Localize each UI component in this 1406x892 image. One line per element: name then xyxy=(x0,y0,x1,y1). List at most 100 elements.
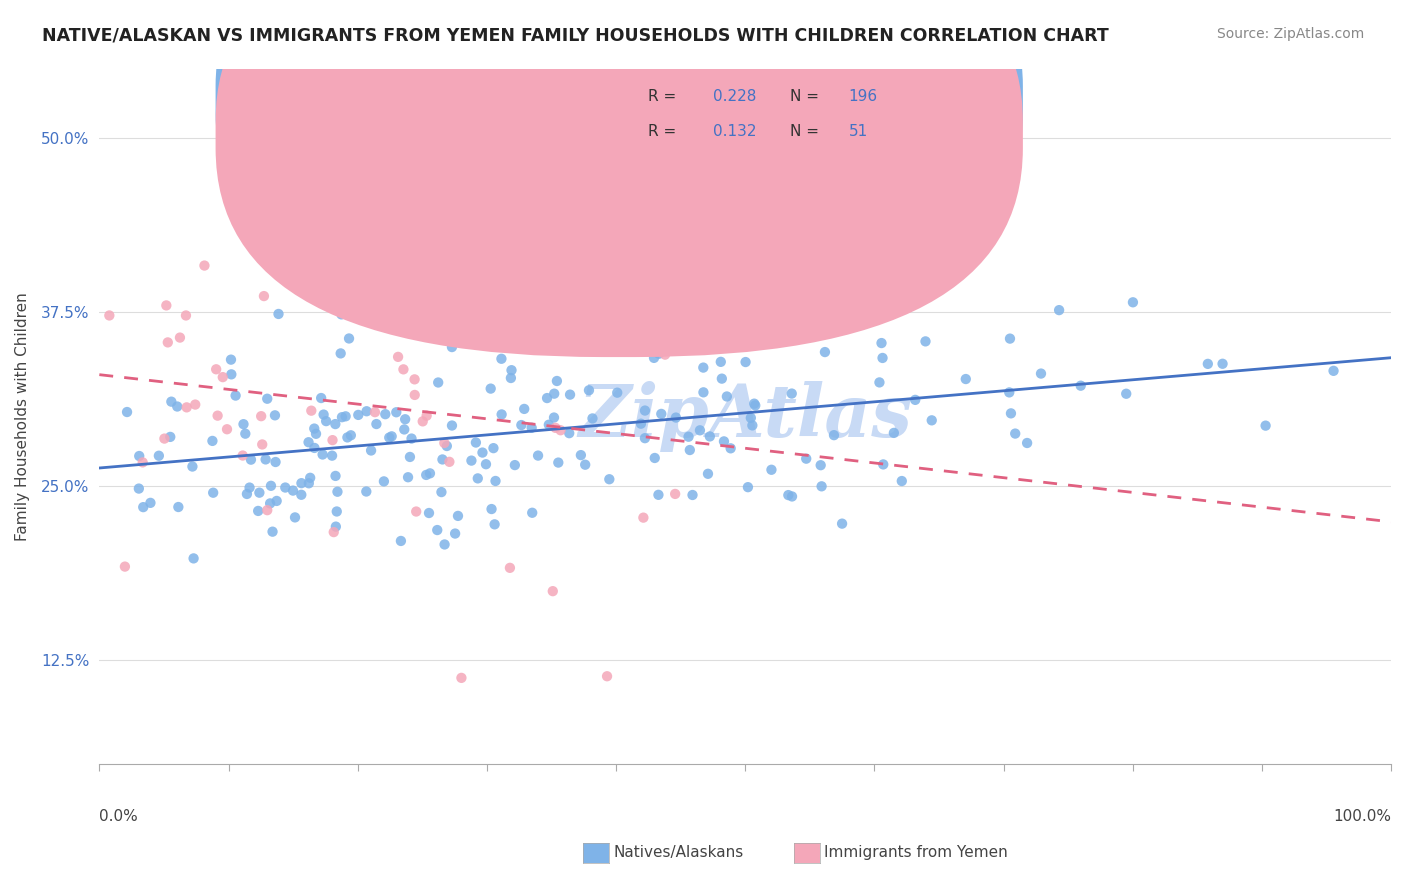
Point xyxy=(239,452,262,467)
Point xyxy=(221,368,243,382)
Point xyxy=(713,434,735,449)
Point xyxy=(253,289,276,303)
Point xyxy=(794,451,817,466)
Point xyxy=(648,347,671,361)
Point xyxy=(1122,295,1144,310)
Point xyxy=(148,449,170,463)
Point xyxy=(412,414,434,428)
Text: 0.132: 0.132 xyxy=(713,124,756,138)
Point xyxy=(309,391,332,405)
Point xyxy=(692,385,714,400)
Y-axis label: Family Households with Children: Family Households with Children xyxy=(15,292,30,541)
Point xyxy=(596,669,619,683)
Point xyxy=(266,494,288,508)
Point xyxy=(378,431,401,445)
Point xyxy=(537,417,560,432)
Point xyxy=(181,459,204,474)
Point xyxy=(260,479,283,493)
Point xyxy=(322,525,344,540)
Point xyxy=(176,401,198,415)
Point xyxy=(219,352,242,367)
Point xyxy=(491,351,513,366)
Point xyxy=(460,453,482,467)
Point xyxy=(404,388,426,402)
Point xyxy=(630,296,652,310)
Point xyxy=(256,503,278,517)
Point xyxy=(440,340,463,354)
Point xyxy=(159,430,181,444)
Point xyxy=(914,334,936,349)
Point xyxy=(541,584,564,599)
Point xyxy=(503,458,526,472)
Text: 100.0%: 100.0% xyxy=(1333,809,1391,824)
Point xyxy=(870,336,893,351)
Point xyxy=(484,474,506,488)
Point xyxy=(742,397,765,411)
Point xyxy=(128,482,150,496)
Point xyxy=(404,372,426,386)
Point xyxy=(201,434,224,448)
Point xyxy=(427,376,450,390)
Point xyxy=(699,429,721,443)
Point xyxy=(598,472,620,486)
Point xyxy=(734,355,756,369)
Point xyxy=(330,307,353,321)
Point xyxy=(183,551,205,566)
Point xyxy=(321,433,343,447)
Point xyxy=(225,388,247,402)
Point xyxy=(264,455,287,469)
Point xyxy=(419,467,441,481)
Point xyxy=(238,481,260,495)
Point xyxy=(205,362,228,376)
Point xyxy=(471,321,494,335)
Point xyxy=(527,449,550,463)
Point xyxy=(232,417,254,432)
Point xyxy=(475,457,498,471)
Point xyxy=(315,414,337,428)
Point xyxy=(250,409,273,424)
Point xyxy=(710,355,733,369)
Point xyxy=(254,452,277,467)
Point xyxy=(184,398,207,412)
Point xyxy=(415,467,437,482)
Text: 0.228: 0.228 xyxy=(713,89,756,103)
Point xyxy=(439,307,461,321)
Point xyxy=(366,417,388,431)
Point xyxy=(236,487,259,501)
Point xyxy=(207,409,229,423)
Point xyxy=(325,469,347,483)
Point xyxy=(872,458,894,472)
Point xyxy=(692,360,714,375)
Point xyxy=(432,452,454,467)
Point xyxy=(678,430,700,444)
FancyBboxPatch shape xyxy=(215,0,1024,322)
Point xyxy=(484,517,506,532)
Point xyxy=(890,474,912,488)
Point xyxy=(823,428,845,442)
Point xyxy=(499,561,522,575)
Point xyxy=(778,488,800,502)
Point xyxy=(340,428,363,442)
Point xyxy=(156,335,179,350)
Point xyxy=(394,422,416,436)
Point xyxy=(433,436,456,450)
Point xyxy=(522,506,544,520)
Point xyxy=(166,400,188,414)
Point xyxy=(444,526,467,541)
Point xyxy=(139,496,162,510)
Point xyxy=(697,467,720,481)
Point xyxy=(810,479,832,493)
Point xyxy=(312,408,335,422)
Point xyxy=(911,253,934,268)
Point xyxy=(360,443,382,458)
Point xyxy=(284,510,307,524)
Point xyxy=(304,441,326,455)
Point xyxy=(304,421,326,435)
Point xyxy=(325,519,347,533)
Point xyxy=(558,387,581,401)
Point xyxy=(574,458,596,472)
Point xyxy=(202,485,225,500)
Point xyxy=(513,401,536,416)
Point xyxy=(720,442,742,456)
Point xyxy=(335,409,357,424)
